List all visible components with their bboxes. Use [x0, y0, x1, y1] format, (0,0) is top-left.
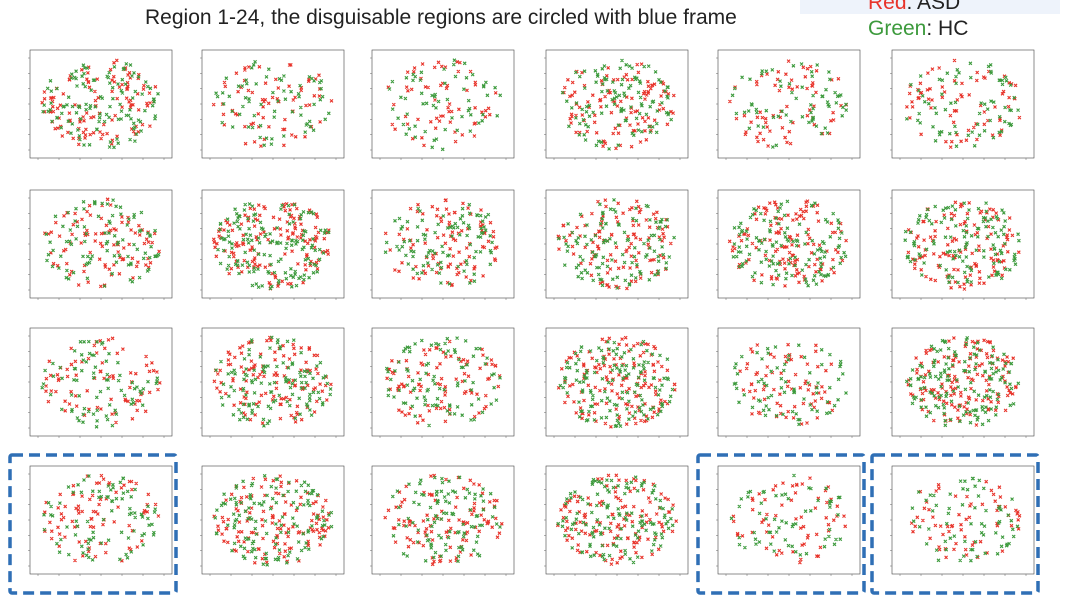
legend-label: : HC	[926, 17, 969, 40]
plot-frame	[545, 49, 689, 159]
scatter-points	[214, 59, 331, 148]
scatter-points	[213, 473, 334, 567]
scatter-points	[560, 58, 674, 151]
scatter-points	[43, 197, 161, 289]
legend-entry: Red: ASD	[868, 0, 960, 15]
background-glow	[800, 0, 1060, 14]
plot-frame	[201, 327, 345, 437]
scatter-points	[729, 473, 843, 557]
scatter-points	[556, 198, 676, 290]
scatter-points	[731, 199, 848, 288]
scatter-points	[562, 62, 676, 151]
scatter-points	[910, 476, 1020, 563]
plot-frame	[891, 327, 1035, 437]
scatter-points	[904, 61, 1020, 149]
highlight-frame	[870, 453, 1040, 595]
scatter-points	[904, 336, 1021, 428]
scatter-points	[390, 475, 502, 564]
scatter-points	[383, 202, 494, 286]
plot-frame	[891, 49, 1035, 159]
scatter-points	[384, 336, 502, 428]
scatter-points	[42, 474, 158, 562]
plot-frame	[717, 49, 861, 159]
plot-frame	[29, 465, 173, 575]
scatter-points	[728, 59, 849, 148]
scatter-points	[40, 339, 160, 429]
slide-title: Region 1-24, the disguisable regions are…	[145, 6, 737, 29]
scatter-points	[909, 479, 1022, 560]
scatter-points	[42, 473, 161, 563]
plot-frame	[545, 327, 689, 437]
scatter-points	[41, 62, 160, 150]
highlight-frame	[696, 453, 866, 595]
scatter-points	[556, 475, 675, 565]
scatter-points	[214, 335, 333, 428]
scatter-points	[216, 202, 331, 291]
highlight-frame	[8, 453, 178, 595]
plot-frame	[717, 465, 861, 575]
scatter-points	[558, 339, 675, 429]
legend-entry: Green: HC	[868, 17, 968, 41]
plot-frame	[717, 189, 861, 299]
scatter-points	[387, 58, 503, 152]
legend-color-word: Red	[868, 0, 907, 14]
plot-frame	[201, 189, 345, 299]
legend-color-word: Green	[868, 17, 927, 40]
scatter-points	[730, 62, 849, 149]
plot-frame	[371, 189, 515, 299]
scatter-points	[732, 343, 848, 427]
scatter-points	[903, 201, 1021, 285]
legend-label: : ASD	[906, 0, 961, 14]
scatter-points	[731, 476, 848, 565]
scatter-points	[386, 59, 498, 148]
scatter-points	[44, 198, 161, 288]
scatter-points	[40, 58, 158, 147]
plot-frame	[371, 327, 515, 437]
